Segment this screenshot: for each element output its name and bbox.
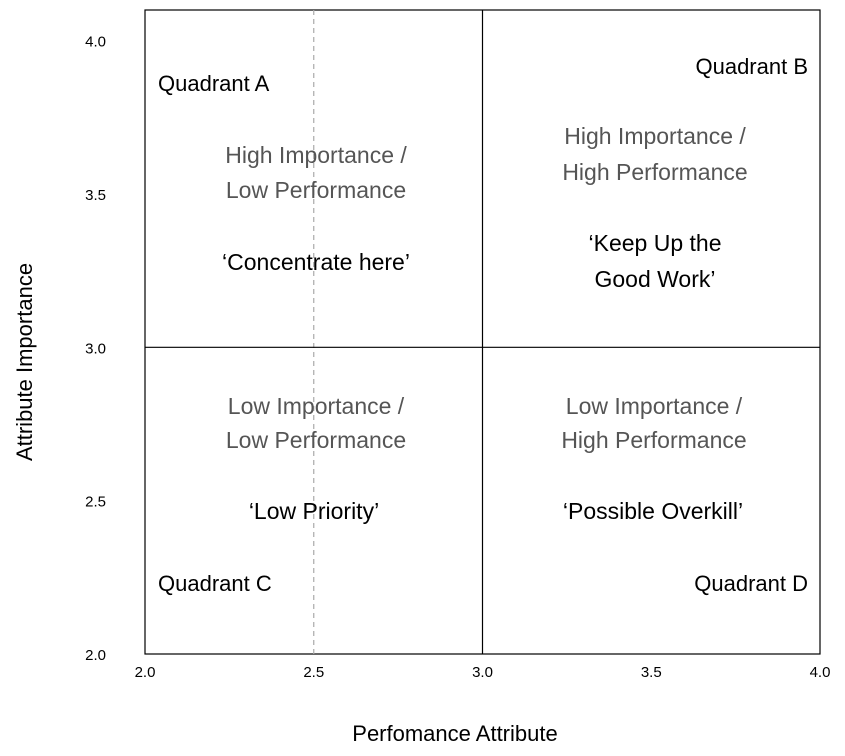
quadrant-d-description-line1: Low Importance / <box>566 393 743 419</box>
y-tick-label: 2.5 <box>85 494 106 511</box>
quadrant-b-description-line2: High Performance <box>562 159 747 185</box>
quadrant-b-description-line1: High Importance / <box>564 123 746 149</box>
x-tick-label: 4.0 <box>810 664 831 681</box>
quadrant-c-label: Quadrant C <box>158 571 272 596</box>
x-axis-title: Perfomance Attribute <box>352 721 557 746</box>
x-tick-label: 3.0 <box>472 664 493 681</box>
y-axis-title: Attribute Importance <box>12 263 37 461</box>
quadrant-a-description-line1: High Importance / <box>225 142 407 168</box>
x-tick-labels: 2.0 2.5 3.0 3.5 4.0 <box>135 664 831 681</box>
x-tick-label: 2.5 <box>303 664 324 681</box>
quadrant-a-motto: ‘Concentrate here’ <box>222 249 410 275</box>
quadrant-d-description-line2: High Performance <box>561 427 746 453</box>
y-tick-label: 4.0 <box>85 34 106 51</box>
quadrant-b-motto-line1: ‘Keep Up the <box>589 230 722 256</box>
quadrant-a-description-line2: Low Performance <box>226 177 406 203</box>
quadrant-c-motto: ‘Low Priority’ <box>249 498 379 524</box>
y-tick-label: 3.0 <box>85 340 106 357</box>
quadrant-c-description-line1: Low Importance / <box>228 393 405 419</box>
quadrant-b-label: Quadrant B <box>695 54 808 79</box>
quadrant-c-description-line2: Low Performance <box>226 427 406 453</box>
y-tick-label: 2.0 <box>85 647 106 664</box>
y-tick-label: 3.5 <box>85 187 106 204</box>
quadrant-d-label: Quadrant D <box>694 571 808 596</box>
x-tick-label: 2.0 <box>135 664 156 681</box>
quadrant-b-motto-line2: Good Work’ <box>594 266 715 292</box>
x-tick-label: 3.5 <box>641 664 662 681</box>
y-tick-labels: 2.0 2.5 3.0 3.5 4.0 <box>85 34 106 664</box>
quadrant-d-motto: ‘Possible Overkill’ <box>563 498 743 524</box>
quadrant-a-label: Quadrant A <box>158 71 270 96</box>
